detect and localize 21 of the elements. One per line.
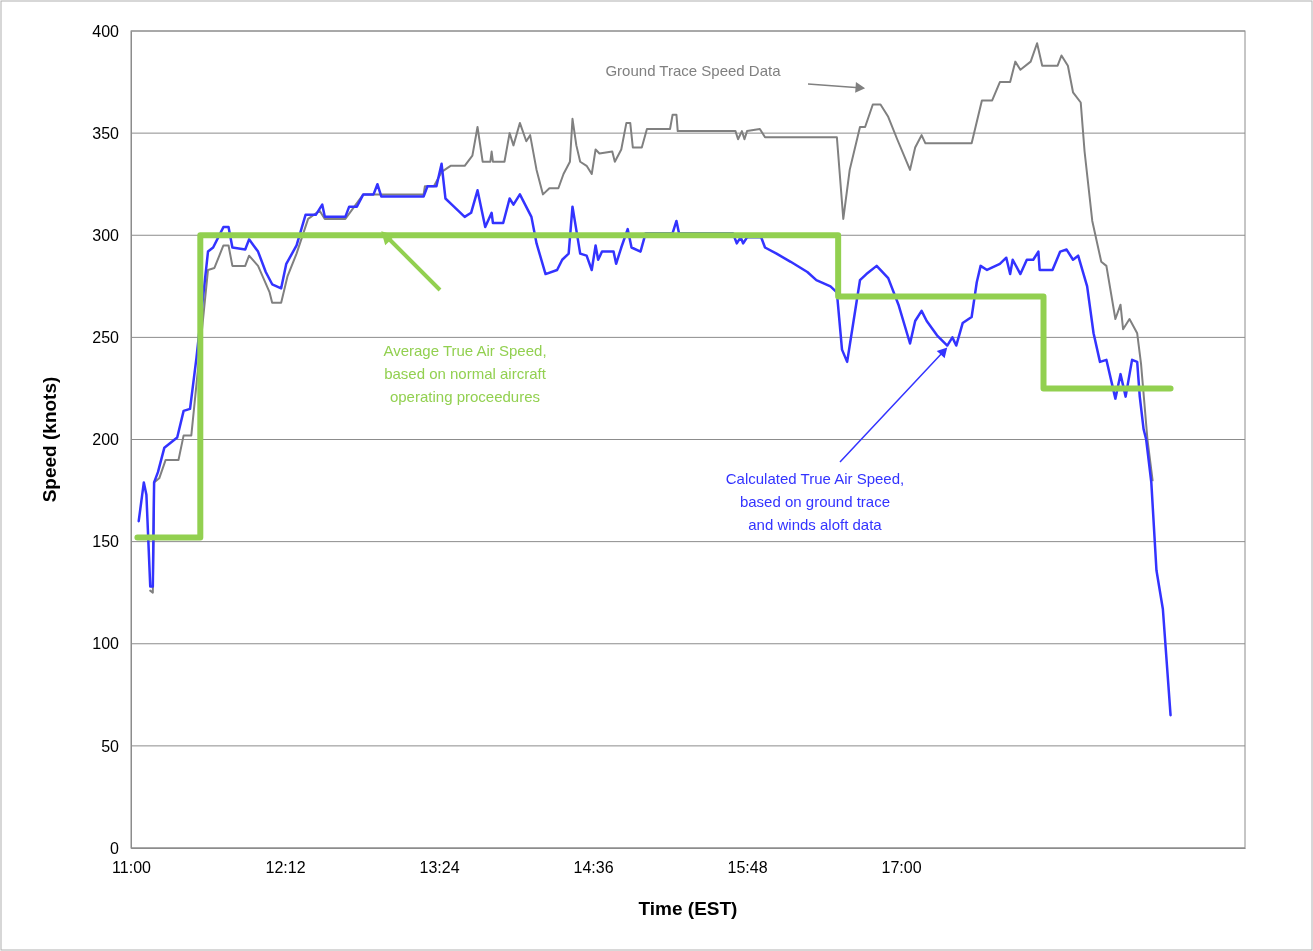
y-axis-title: Speed (knots)	[39, 376, 60, 503]
x-axis-title: Time (EST)	[638, 898, 738, 919]
y-tick-label: 250	[92, 328, 120, 346]
y-tick-label: 100	[92, 635, 120, 653]
line-series	[137, 162, 1172, 717]
y-tick-label: 150	[92, 533, 120, 551]
y-tick-label: 50	[101, 737, 120, 755]
x-tick-label: 11:00	[112, 859, 152, 877]
y-tick-label: 300	[92, 226, 120, 244]
text: Average True Air Speed, based on normal aircraft operating proceedures	[383, 342, 547, 405]
y-tick-label: 400	[92, 22, 120, 40]
x-tick-label: 12:12	[265, 859, 306, 877]
x-tick-label: 15:48	[727, 859, 768, 877]
y-tick-label: 350	[92, 124, 120, 142]
x-tick-label: 14:36	[573, 859, 614, 877]
text: Ground Trace Speed Data	[605, 62, 782, 79]
x-tick-label: 17:00	[881, 859, 922, 877]
y-tick-label: 0	[110, 839, 120, 857]
x-tick-label: 13:24	[419, 859, 460, 877]
y-tick-label: 200	[92, 431, 120, 449]
text: Calculated True Air Speed, based on ground trace and winds aloft data	[725, 470, 905, 533]
